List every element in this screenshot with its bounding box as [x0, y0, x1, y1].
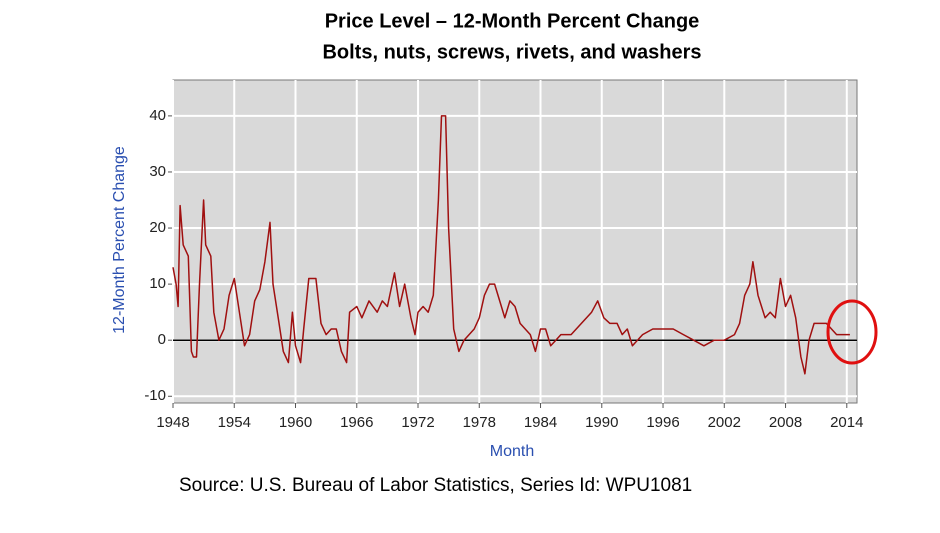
chart-title: Price Level – 12-Month Percent Change	[325, 10, 700, 32]
y-tick-label: -10	[144, 387, 166, 404]
x-tick-label: 1972	[401, 414, 434, 431]
y-tick-label: 10	[149, 275, 166, 292]
x-tick-label: 1960	[279, 414, 312, 431]
x-tick-label: 1966	[340, 414, 373, 431]
x-tick-label: 1978	[463, 414, 496, 431]
plot-area	[172, 79, 858, 404]
x-tick-label: 1984	[524, 414, 557, 431]
highlight-circle	[826, 299, 878, 365]
y-axis-label: 12-Month Percent Change	[111, 146, 128, 334]
y-tick-label: 0	[158, 331, 166, 348]
chart-subtitle: Bolts, nuts, screws, rivets, and washers	[322, 41, 701, 63]
x-tick-label: 1990	[585, 414, 618, 431]
x-axis-label: Month	[490, 443, 534, 460]
data-line	[172, 115, 850, 375]
x-tick-label: 2008	[769, 414, 802, 431]
x-tick-label: 1954	[218, 414, 251, 431]
y-tick-label: 40	[149, 107, 166, 124]
source-note: Source: U.S. Bureau of Labor Statistics,…	[179, 475, 692, 496]
x-tick-label: 1948	[156, 414, 189, 431]
x-tick-label: 2002	[708, 414, 741, 431]
x-tick-label: 1996	[646, 414, 679, 431]
y-tick-label: 20	[149, 219, 166, 236]
x-tick-label: 2014	[830, 414, 863, 431]
y-tick-label: 30	[149, 163, 166, 180]
